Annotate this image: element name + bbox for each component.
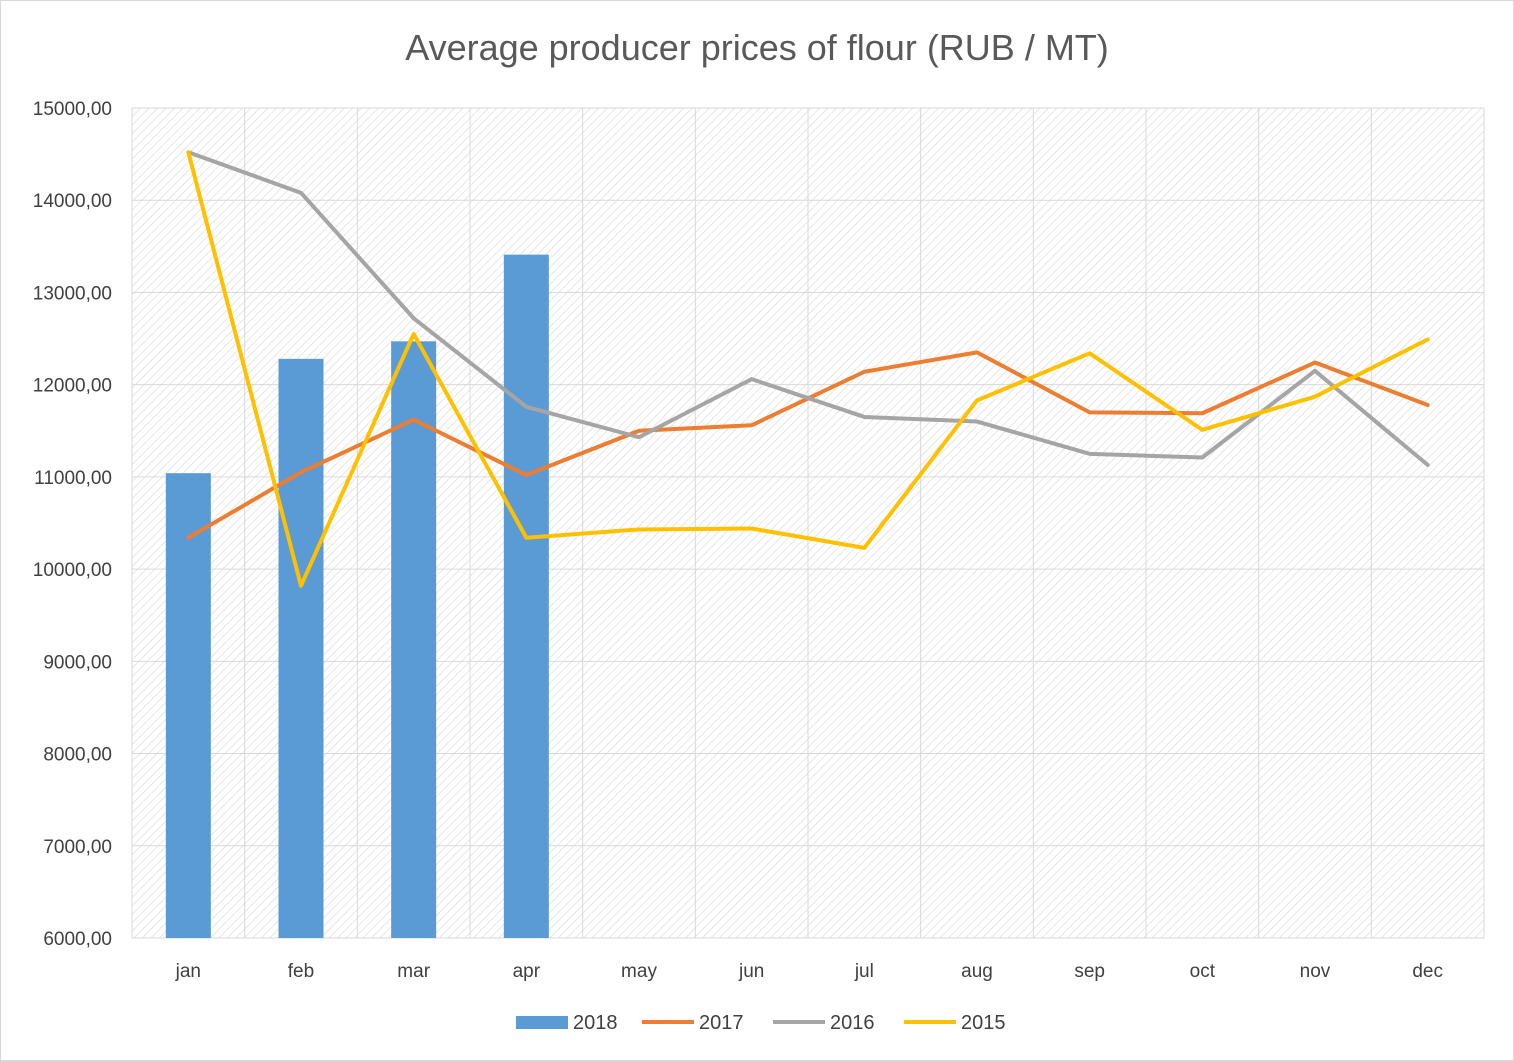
y-axis-tick-labels: 6000,00 7000,00 8000,00 9000,00 10000,00 1100… [33, 99, 112, 950]
x-tick-label: jan [175, 961, 201, 982]
legend-label-2017: 2017 [699, 1012, 744, 1034]
x-tick-label: apr [513, 961, 541, 982]
y-tick-label: 7000,00 [43, 837, 112, 858]
y-tick-label: 11000,00 [34, 468, 112, 489]
bar-2018-mar [391, 341, 437, 938]
x-axis-tick-labels: jan feb mar apr may jun jul aug sep oct nov dec [175, 961, 1443, 982]
bars-layer [165, 254, 549, 939]
legend-label-2018: 2018 [573, 1012, 618, 1034]
legend-swatch-2018 [516, 1016, 568, 1029]
bar-2018-feb [278, 358, 324, 938]
line-series-2016 [186, 150, 1430, 467]
x-tick-label: aug [961, 961, 993, 982]
chart-title: Average producer prices of flour (RUB / … [405, 27, 1109, 68]
legend-label-2015: 2015 [961, 1012, 1006, 1034]
bar-2018-jan [165, 473, 211, 938]
legend-label-2016: 2016 [830, 1012, 875, 1034]
y-tick-label: 14000,00 [33, 191, 112, 212]
lines-layer [186, 150, 1430, 588]
y-tick-label: 8000,00 [43, 745, 112, 766]
y-tick-label: 6000,00 [43, 929, 112, 950]
y-tick-label: 10000,00 [33, 560, 112, 581]
x-tick-label: nov [1300, 961, 1331, 982]
x-tick-label: mar [397, 961, 430, 982]
line-series-2015 [186, 150, 1430, 588]
bar-2018-apr [503, 254, 549, 939]
y-tick-label: 15000,00 [33, 99, 112, 120]
x-tick-label: feb [288, 961, 314, 982]
y-tick-label: 13000,00 [33, 283, 112, 304]
y-tick-label: 9000,00 [43, 652, 112, 673]
grid-layer [132, 107, 1484, 939]
x-tick-label: sep [1074, 961, 1105, 982]
y-tick-label: 12000,00 [33, 376, 112, 397]
x-tick-label: may [621, 961, 657, 982]
legend: 2018 2017 2016 2015 [516, 1012, 1006, 1034]
x-tick-label: oct [1190, 961, 1216, 982]
x-tick-label: dec [1412, 961, 1443, 982]
x-tick-label: jul [854, 961, 874, 982]
x-tick-label: jun [738, 961, 764, 982]
